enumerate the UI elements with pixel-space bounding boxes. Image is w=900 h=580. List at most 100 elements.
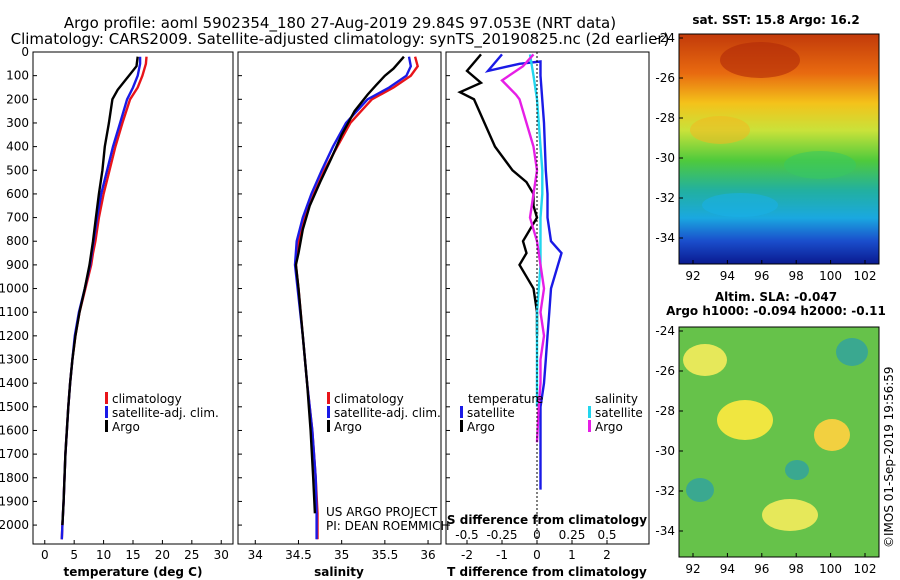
depth-tick-label: 100 xyxy=(6,69,29,83)
legend-swatch-t-argo xyxy=(460,420,463,432)
sst-feature xyxy=(690,116,750,144)
x-tick-label: 0 xyxy=(533,548,541,562)
legend-t-argo: Argo xyxy=(467,420,495,434)
legend-satellite: satellite-adj. clim. xyxy=(334,406,441,420)
series-argo xyxy=(294,55,405,514)
map-y-tick-label: -34 xyxy=(655,231,675,245)
map-x-tick-label: 94 xyxy=(720,562,735,576)
depth-tick-label: 400 xyxy=(6,140,29,154)
map-y-tick-label: -24 xyxy=(655,324,675,338)
map-x-tick-label: 92 xyxy=(685,269,700,283)
title-line-1: Argo profile: aoml 5902354_180 27-Aug-20… xyxy=(63,14,617,32)
difference-xlabel: T difference from climatology xyxy=(447,565,647,579)
s-tick-label: 0.25 xyxy=(559,528,586,542)
x-tick-label: 10 xyxy=(96,548,111,562)
difference-panel xyxy=(445,51,650,545)
series-t-argo xyxy=(457,53,539,336)
sst-map-frame xyxy=(678,33,880,265)
x-tick-label: 25 xyxy=(184,548,199,562)
salinity-legend: climatology satellite-adj. clim. Argo xyxy=(327,392,441,434)
depth-axis: 0 100 200 300 400 500 600 700 800 900 1000 1100 1200… xyxy=(0,45,450,532)
sla-title-1: Altim. SLA: -0.047 xyxy=(715,290,837,304)
temperature-panel xyxy=(32,51,234,545)
project-credit-1: US ARGO PROJECT xyxy=(326,505,438,519)
series-satellite xyxy=(60,56,142,540)
map-x-tick-label: 92 xyxy=(685,562,700,576)
s-tick-label: -0.25 xyxy=(486,528,517,542)
legend-swatch-climatology xyxy=(105,392,108,404)
depth-tick-label: 1300 xyxy=(0,353,29,367)
legend-swatch-climatology xyxy=(327,392,330,404)
temperature-legend: climatology satellite-adj. clim. Argo xyxy=(105,392,219,434)
difference-s-ticks: -0.5 -0.25 0 0.25 0.5 xyxy=(455,528,616,542)
map-x-tick-label: 100 xyxy=(819,269,842,283)
sla-map-ticks: 92 94 96 98 100 102 -24 -26 -28 -30 -32 -34 xyxy=(655,324,876,576)
legend-swatch-s-argo xyxy=(588,420,591,432)
depth-tick-label: 1000 xyxy=(0,282,29,296)
x-tick-label: 2 xyxy=(603,548,611,562)
x-tick-label: 0 xyxy=(41,548,49,562)
difference-s-xlabel: S difference from climatology xyxy=(447,513,647,527)
sst-feature xyxy=(784,151,856,179)
x-tick-label: 30 xyxy=(214,548,229,562)
salinity-x-ticks: 34 34.5 35 35.5 36 xyxy=(248,540,436,562)
salinity-xlabel: salinity xyxy=(314,565,364,579)
salinity-series xyxy=(293,55,420,540)
depth-tick-label: 1100 xyxy=(0,305,29,319)
map-y-tick-label: -28 xyxy=(655,111,675,125)
depth-tick-label: 800 xyxy=(6,234,29,248)
temperature-series xyxy=(60,56,148,540)
x-tick-label: -2 xyxy=(461,548,473,562)
legend-t-satellite: satellite xyxy=(467,406,515,420)
sla-feature xyxy=(717,400,773,440)
x-tick-label: 20 xyxy=(155,548,170,562)
depth-tick-label: 1900 xyxy=(0,494,29,508)
sla-feature xyxy=(814,419,850,451)
legend-argo: Argo xyxy=(334,420,362,434)
depth-tick-label: 300 xyxy=(6,116,29,130)
legend-argo: Argo xyxy=(112,420,140,434)
legend-swatch-satellite xyxy=(105,406,108,418)
map-y-tick-label: -26 xyxy=(655,71,675,85)
legend-swatch-argo xyxy=(327,420,330,432)
map-y-tick-label: -32 xyxy=(655,484,675,498)
sla-feature xyxy=(683,344,727,376)
map-x-tick-label: 102 xyxy=(854,562,877,576)
legend-climatology: climatology xyxy=(334,392,404,406)
depth-tick-label: 1800 xyxy=(0,471,29,485)
series-s-argo xyxy=(500,53,546,443)
x-tick-label: 35.5 xyxy=(371,548,398,562)
x-tick-label: 34.5 xyxy=(285,548,312,562)
sla-title-2: Argo h1000: -0.094 h2000: -0.11 xyxy=(666,304,886,318)
depth-tick-label: 0 xyxy=(21,45,29,59)
map-y-tick-label: -34 xyxy=(655,524,675,538)
depth-tick-label: 500 xyxy=(6,163,29,177)
map-y-tick-label: -32 xyxy=(655,191,675,205)
series-t-satellite xyxy=(484,53,563,490)
map-x-tick-label: 98 xyxy=(789,269,804,283)
sla-feature xyxy=(686,478,714,502)
temperature-x-ticks: 0 5 10 15 20 25 30 xyxy=(41,540,229,562)
depth-tick-label: 2000 xyxy=(0,518,29,532)
depth-tick-label: 1400 xyxy=(0,376,29,390)
depth-tick-label: 900 xyxy=(6,258,29,272)
series-argo xyxy=(61,56,139,526)
depth-tick-label: 1500 xyxy=(0,400,29,414)
salinity-panel xyxy=(237,51,442,545)
legend-s-satellite: satellite xyxy=(595,406,643,420)
project-credit-2: PI: DEAN ROEMMICH xyxy=(326,519,449,533)
legend-swatch-s-satellite xyxy=(588,406,591,418)
map-x-tick-label: 96 xyxy=(754,562,769,576)
title-line-2: Climatology: CARS2009. Satellite-adjuste… xyxy=(10,30,670,48)
sst-feature xyxy=(702,193,778,217)
legend-swatch-satellite xyxy=(327,406,330,418)
sla-feature xyxy=(785,460,809,480)
difference-legend: temperature satellite Argo salinity sate… xyxy=(460,392,643,434)
sst-map-ticks: 92 94 96 98 100 102 -24 -26 -28 -30 -32 -34 xyxy=(655,31,876,283)
depth-tick-label: 1700 xyxy=(0,447,29,461)
sla-map xyxy=(678,326,880,558)
map-x-tick-label: 98 xyxy=(789,562,804,576)
x-tick-label: -1 xyxy=(496,548,508,562)
sla-feature xyxy=(762,499,818,531)
